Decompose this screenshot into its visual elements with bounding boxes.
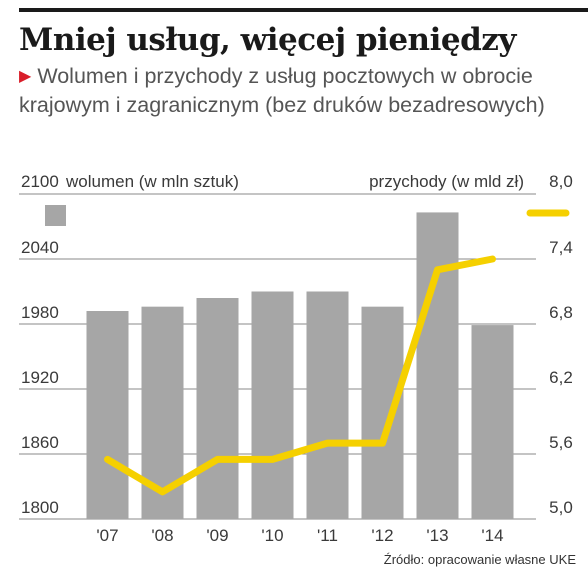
- x-tick-label: '07: [96, 526, 118, 545]
- top-rule: [19, 8, 588, 12]
- y-right-tick-label: 5,6: [549, 433, 573, 452]
- revenue-line: [104, 255, 496, 496]
- y-left-tick-label: 1800: [21, 498, 59, 517]
- bar: [196, 298, 239, 519]
- bar: [86, 311, 129, 519]
- x-tick-label: '10: [261, 526, 283, 545]
- y-right-axis-label: przychody (w mld zł): [369, 172, 524, 191]
- y-right-tick-label: 8,0: [549, 172, 573, 191]
- x-tick-label: '11: [317, 526, 338, 545]
- y-right-tick-label: 6,2: [549, 368, 573, 387]
- chart-subtitle-text: Wolumen i przychody z usług pocztowych w…: [19, 64, 545, 117]
- bar: [471, 325, 514, 519]
- bar: [306, 291, 349, 519]
- y-left-tick-label: 1980: [21, 303, 59, 322]
- y-left-tick-label: 2040: [21, 238, 59, 257]
- x-tick-label: '08: [151, 526, 173, 545]
- y-right-tick-label: 7,4: [549, 238, 573, 257]
- triangle-marker-icon: ▶: [19, 68, 32, 85]
- y-right-tick-label: 6,8: [549, 303, 573, 322]
- y-right-tick-label: 5,0: [549, 498, 573, 517]
- source-note: Źródło: opracowanie własne UKE: [383, 552, 576, 567]
- chart-subtitle: ▶ Wolumen i przychody z usług pocztowych …: [19, 62, 584, 119]
- bar: [251, 291, 294, 519]
- x-tick-label: '14: [481, 526, 503, 545]
- x-tick-label: '13: [426, 526, 448, 545]
- bar: [361, 306, 404, 519]
- chart-title: Mniej usług, więcej pieniędzy: [19, 22, 516, 58]
- bar: [416, 212, 459, 519]
- x-tick-label: '09: [206, 526, 228, 545]
- y-left-axis-label: wolumen (w mln sztuk): [65, 172, 239, 191]
- y-left-tick-label: 1920: [21, 368, 59, 387]
- y-left-tick-label: 2100: [21, 172, 59, 191]
- x-tick-label: '12: [371, 526, 393, 545]
- y-left-tick-label: 1860: [21, 433, 59, 452]
- legend-swatch-volume: [45, 205, 66, 226]
